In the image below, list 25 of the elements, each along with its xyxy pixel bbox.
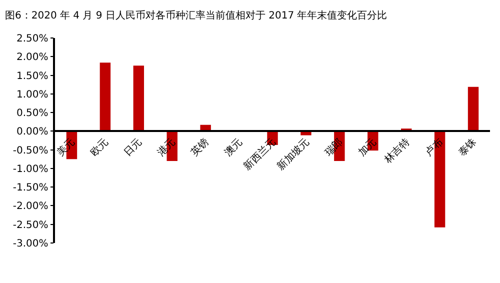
y-tick-label: -2.00% [12,201,48,212]
y-tick-label: -2.50% [12,220,48,231]
y-tick-label: -1.50% [12,182,48,194]
x-tick-label: 泰铢 [456,136,479,159]
y-tick-label: 1.00% [16,89,48,100]
x-tick-label: 卢布 [422,136,446,159]
x-tick-label: 日元 [122,136,144,159]
y-tick-label: 0.00% [16,126,48,138]
chart-title: 图6：2020 年 4 月 9 日人民币对各币种汇率当前值相对于 2017 年年末值变化百分比 [5,9,388,22]
y-tick-label: -1.00% [12,164,48,175]
x-tick-label: 瑞郎 [322,136,346,159]
y-tick-label: 0.50% [16,108,48,120]
x-tick-label: 加元 [356,136,379,159]
x-tick-label: 澳元 [222,136,245,159]
x-tick-label: 欧元 [88,136,111,159]
x-tick-label: 林吉特 [382,136,412,167]
y-tick-label: 1.50% [16,70,48,82]
y-tick-label: -0.50% [12,145,48,156]
y-tick-label: -3.00% [12,238,48,250]
y-tick-label: 2.50% [16,34,48,44]
x-tick-label: 港元 [155,136,178,159]
x-tick-label: 美元 [54,136,78,159]
y-tick-label: 2.00% [16,52,48,64]
x-tick-label: 新加坡元 [274,136,312,173]
x-tick-label: 英镑 [188,136,212,159]
